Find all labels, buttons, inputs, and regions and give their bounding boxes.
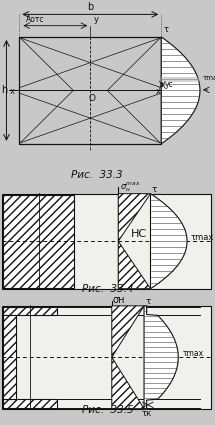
Bar: [3, 400, 57, 408]
Bar: [3, 307, 57, 315]
Bar: [2, 194, 211, 289]
Polygon shape: [118, 241, 150, 289]
Text: σн: σн: [113, 295, 125, 305]
Polygon shape: [112, 357, 144, 409]
Text: τ: τ: [145, 297, 150, 306]
Text: h: h: [1, 85, 7, 95]
Polygon shape: [161, 37, 200, 144]
Text: τк: τк: [141, 409, 152, 418]
Text: τmax: τmax: [183, 349, 204, 358]
Polygon shape: [144, 306, 178, 409]
Bar: [3, 315, 16, 400]
Polygon shape: [118, 194, 150, 241]
Text: y: y: [94, 15, 98, 24]
Bar: [19, 37, 161, 144]
Text: τmax: τmax: [190, 232, 214, 241]
Text: Aотс: Aотс: [26, 15, 44, 24]
Text: τ: τ: [152, 185, 157, 194]
Text: O: O: [89, 94, 96, 103]
Text: $\sigma_н^{max}$: $\sigma_н^{max}$: [120, 180, 141, 193]
Text: x: x: [10, 88, 15, 96]
Text: yс: yс: [164, 80, 173, 89]
Text: Рис.  33.3: Рис. 33.3: [71, 170, 123, 180]
Polygon shape: [112, 306, 144, 357]
Text: b: b: [87, 2, 94, 12]
Text: НС: НС: [131, 229, 147, 239]
Text: Рис.  33.5: Рис. 33.5: [82, 405, 133, 415]
Text: τmax: τmax: [203, 75, 215, 81]
Polygon shape: [150, 194, 187, 289]
Bar: [161, 76, 199, 82]
Text: τ: τ: [163, 25, 169, 34]
Bar: [2, 306, 211, 409]
Text: Рис.  33.4: Рис. 33.4: [82, 284, 133, 294]
Text: x: x: [156, 88, 161, 96]
Bar: [3, 195, 74, 288]
